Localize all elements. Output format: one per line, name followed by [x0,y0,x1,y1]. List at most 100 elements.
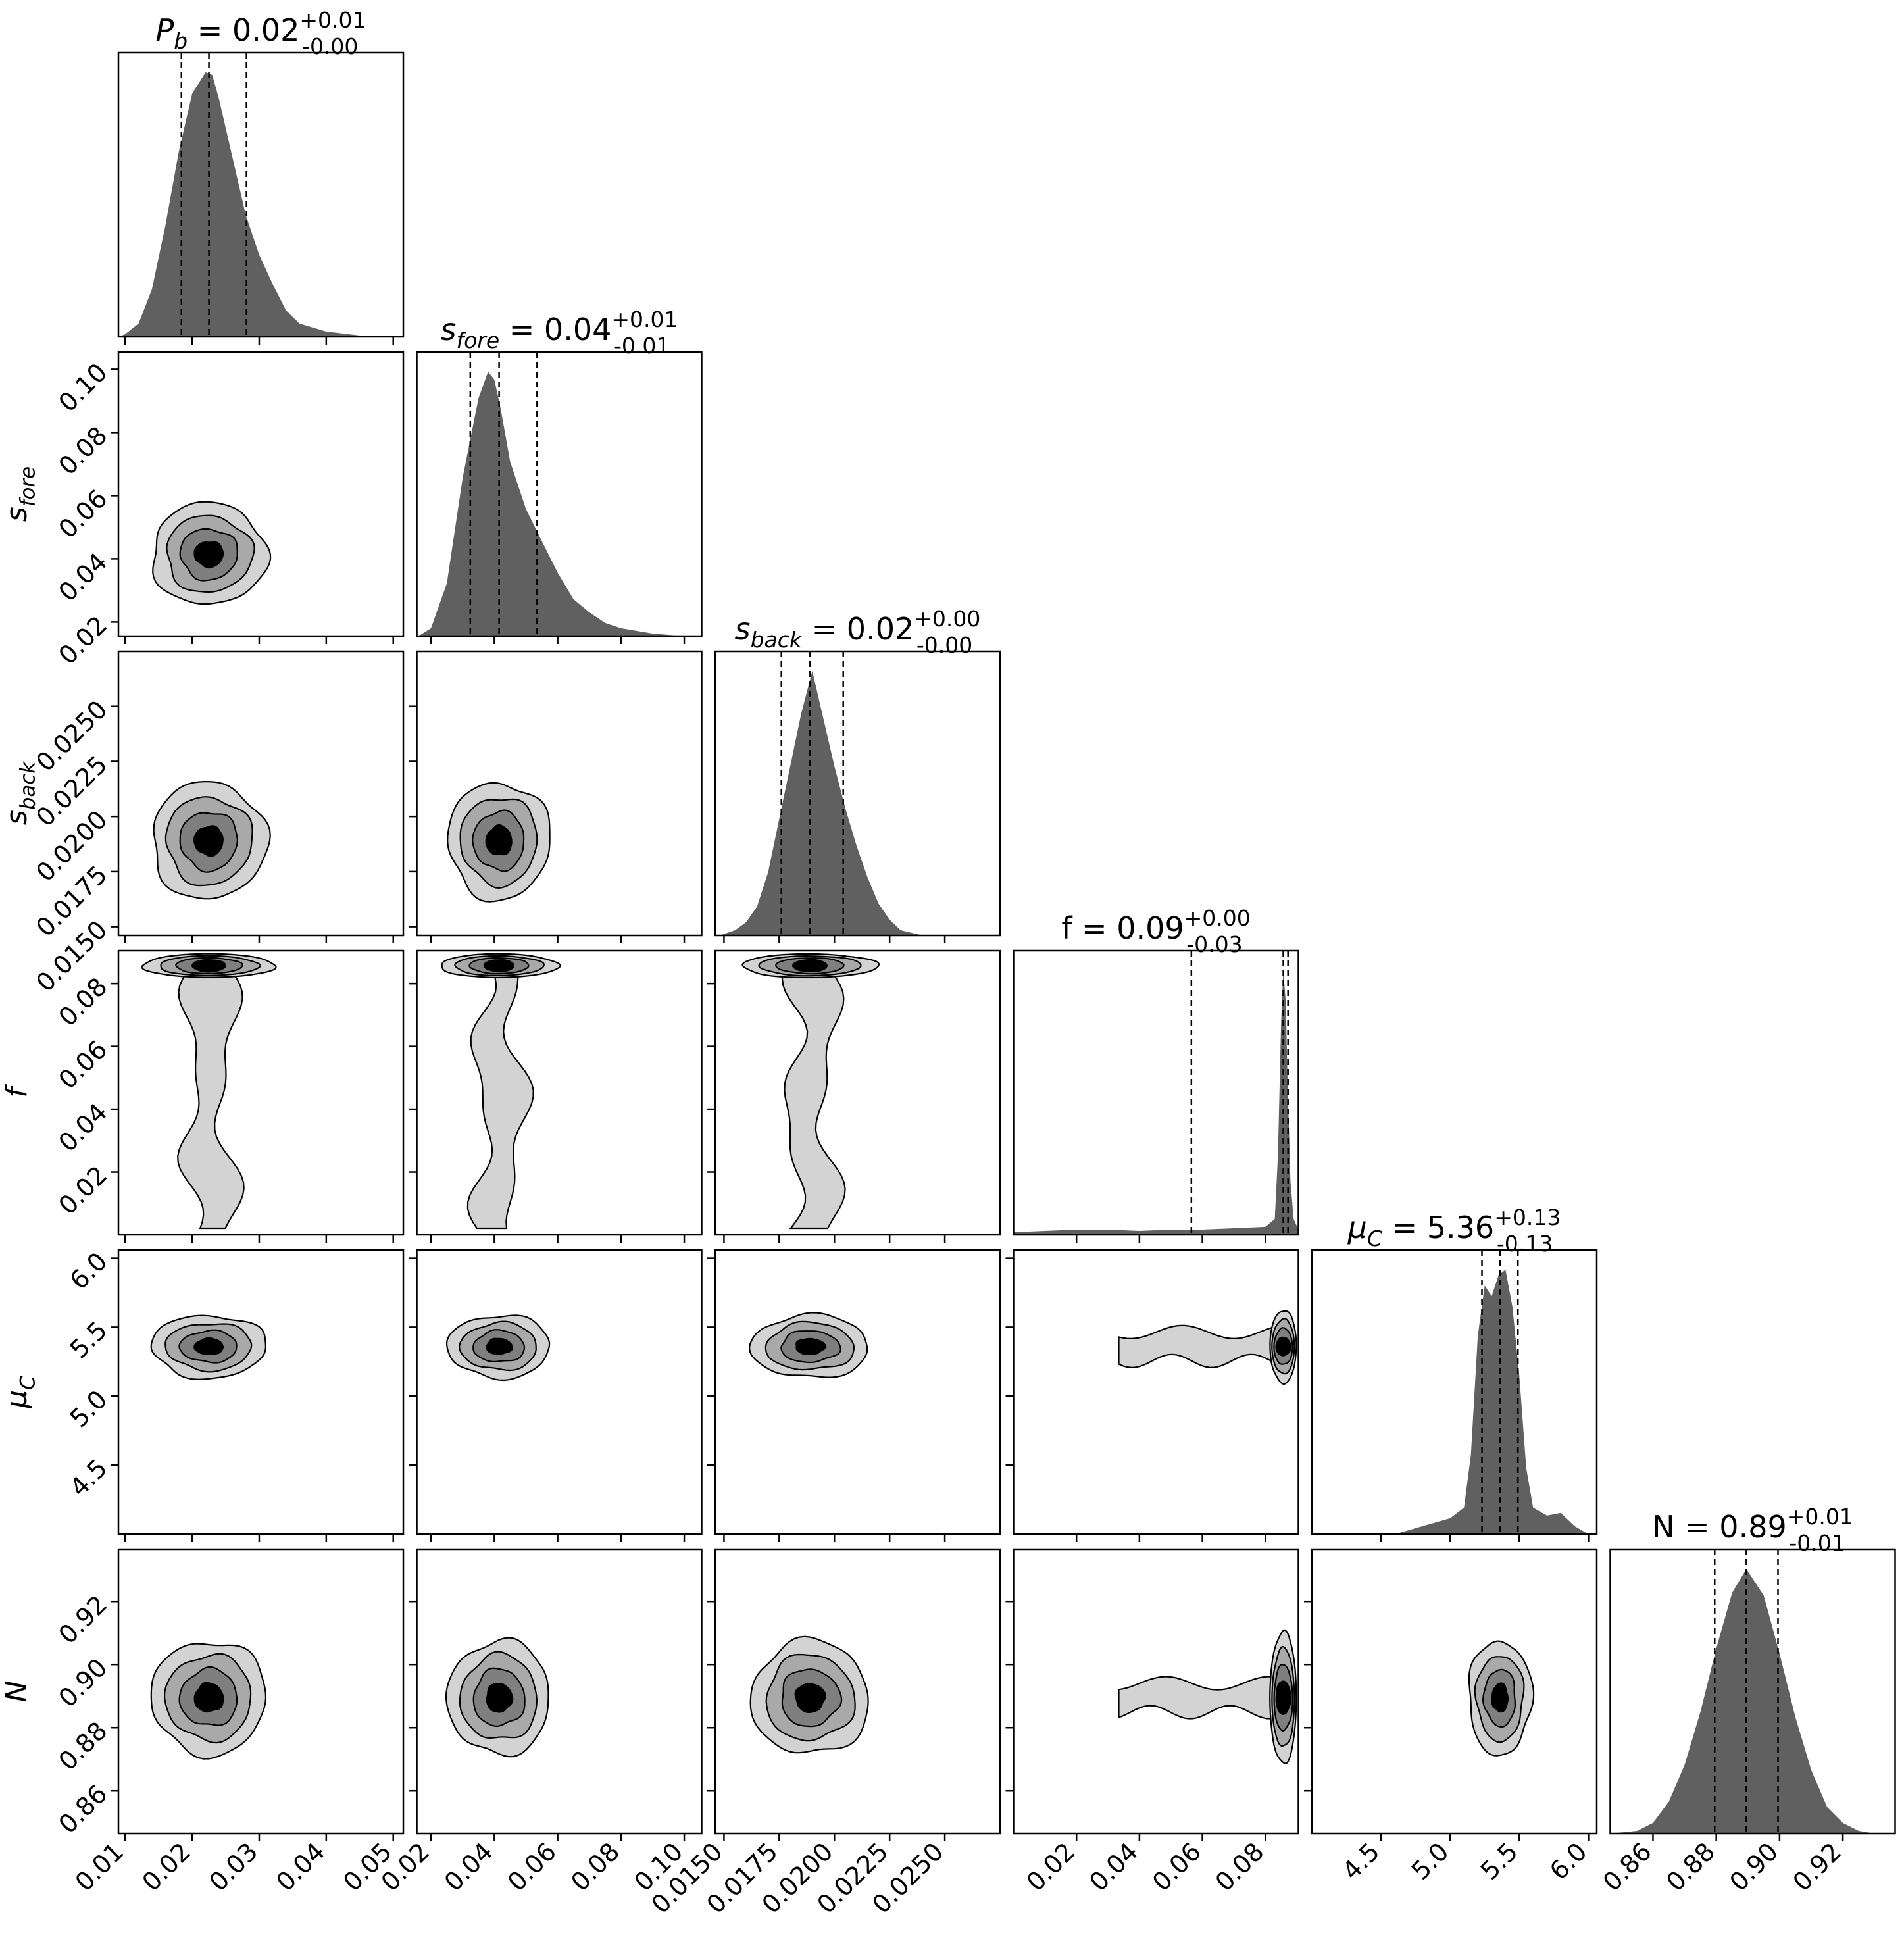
panel-frame [1013,1249,1299,1535]
panel-muC-vs-N: 4.5 5.0 5.5 6.0 μC​ [1304,1548,1598,1944]
contour-level-4 [795,1337,827,1355]
x-tick-label: 0.06 [1147,1837,1207,1897]
x-axis-label-sback: sback​ [826,1942,889,1944]
panel-background [118,352,403,636]
y-tick-label: 0.06 [53,1035,113,1095]
contour-level-4 [191,959,226,973]
panel-frame [714,650,1001,937]
histogram-area [715,671,1000,935]
x-tick-label: 5.0 [1406,1837,1455,1885]
panel-frame [1311,1548,1598,1835]
x-axis-label-muC: μC​ [1438,1942,1471,1944]
panel-f-vs-N: 0.020.040.060.08 f [1005,1548,1299,1944]
histogram-f: f = 0.09+0.00-0.03​ [1013,905,1299,1243]
x-tick-label: 0.06 [502,1837,562,1897]
title-f: f = 0.09+0.00-0.03​ [1061,905,1251,957]
contour-level-4 [791,959,828,972]
y-tick-label: 0.92 [53,1590,113,1650]
histogram-sfore: sfore = 0.04+0.01-0.01​ [416,307,703,644]
y-tick-label: 0.04 [53,1097,113,1157]
panel-frame [416,949,703,1236]
contour-level-4 [486,1337,513,1355]
y-tick-label: 0.88 [53,1716,113,1776]
panel-frame [416,351,703,637]
histogram-Pb: Pb = 0.02+0.01-0.00​ [117,7,405,345]
y-tick-label: 0.02 [53,611,113,670]
panel-background [118,651,403,935]
x-tick-label: 5.5 [1475,1837,1524,1885]
panel-sback-vs-f [707,949,1001,1243]
title-sback: sback = 0.02+0.00-0.00​ [735,606,981,658]
contour-level-4 [794,1683,826,1714]
panel-background [416,1250,702,1534]
y-tick-label: 0.10 [53,358,113,418]
x-tick-label: 0.92 [1788,1837,1847,1897]
y-tick-label: 0.04 [53,547,113,607]
x-tick-label: 0.04 [439,1837,499,1897]
title-sfore: sfore = 0.04+0.01-0.01​ [440,307,678,359]
y-tick-label: 0.90 [53,1653,113,1713]
panel-frame [117,650,405,937]
panel-background [118,1250,403,1534]
x-tick-label: 0.86 [1597,1837,1657,1897]
panel-background [715,1250,1000,1534]
contour-tail [177,964,245,1230]
histogram-area [1312,1270,1597,1534]
x-tick-label: 0.02 [136,1837,196,1897]
y-tick-label: 6.0 [64,1247,113,1295]
title-Pb: Pb = 0.02+0.01-0.00​ [155,7,366,59]
y-tick-label: 0.86 [53,1780,113,1839]
x-axis-label-sfore: sfore​ [532,1942,587,1944]
x-tick-label: 6.0 [1544,1837,1593,1885]
x-tick-label: 0.04 [270,1837,330,1897]
panel-background [1013,1250,1299,1534]
contour-level-4 [485,824,513,856]
panel-sfore-vs-muC [409,1249,703,1542]
contour-level-4 [193,1337,224,1355]
panel-frame [117,51,405,338]
contour-level-4 [193,825,224,857]
contour-level-4 [1275,1336,1291,1357]
panel-frame [117,949,405,1236]
contour-level-4 [193,1682,224,1713]
title-N: N = 0.89+0.01-0.01​ [1652,1504,1853,1556]
x-axis-label-f: f [1151,1942,1165,1944]
contour-level-4 [486,1683,514,1713]
panel-background [1312,1250,1597,1534]
contour-level-4 [1491,1682,1509,1713]
panel-frame [1013,1548,1299,1835]
panel-sback-vs-muC [707,1249,1001,1542]
panel-background [118,951,403,1235]
panel-sfore-vs-f [409,949,703,1243]
panel-background [416,651,702,935]
panel-frame [714,1548,1001,1835]
panel-Pb-vs-sfore: 0.020.040.060.080.10 sfore​ [0,351,405,670]
x-tick-label: 0.01 [70,1837,130,1897]
panel-frame [416,1548,703,1835]
panel-frame [416,1249,703,1535]
x-tick-label: 0.02 [1021,1837,1081,1897]
x-tick-label: 0.08 [565,1837,625,1897]
panel-frame [714,949,1001,1236]
panel-frame [117,1249,405,1535]
panel-Pb-vs-N: 0.010.020.030.040.05Pb​0.860.880.900.92N [0,1548,405,1944]
histogram-area [1610,1569,1895,1833]
panel-frame [117,1548,405,1835]
panel-frame [117,351,405,637]
x-tick-label: 0.03 [203,1837,263,1897]
panel-f-vs-muC [1005,1249,1299,1542]
panel-background [416,951,702,1235]
histogram-muC: μC = 5.36+0.13-0.13​ [1311,1205,1598,1542]
histogram-N: N = 0.89+0.01-0.01​ 0.860.880.900.92 N [1597,1504,1896,1944]
panel-background [715,951,1000,1235]
y-tick-label: 0.02 [53,1160,113,1220]
y-tick-label: 0.06 [53,484,113,544]
panel-frame [714,1249,1001,1535]
y-axis-label-muC: μC​ [0,1376,39,1409]
contour-tail [466,964,534,1230]
contour-tail [781,964,846,1230]
panel-background [1013,951,1299,1235]
panel-frame [1311,1249,1598,1535]
